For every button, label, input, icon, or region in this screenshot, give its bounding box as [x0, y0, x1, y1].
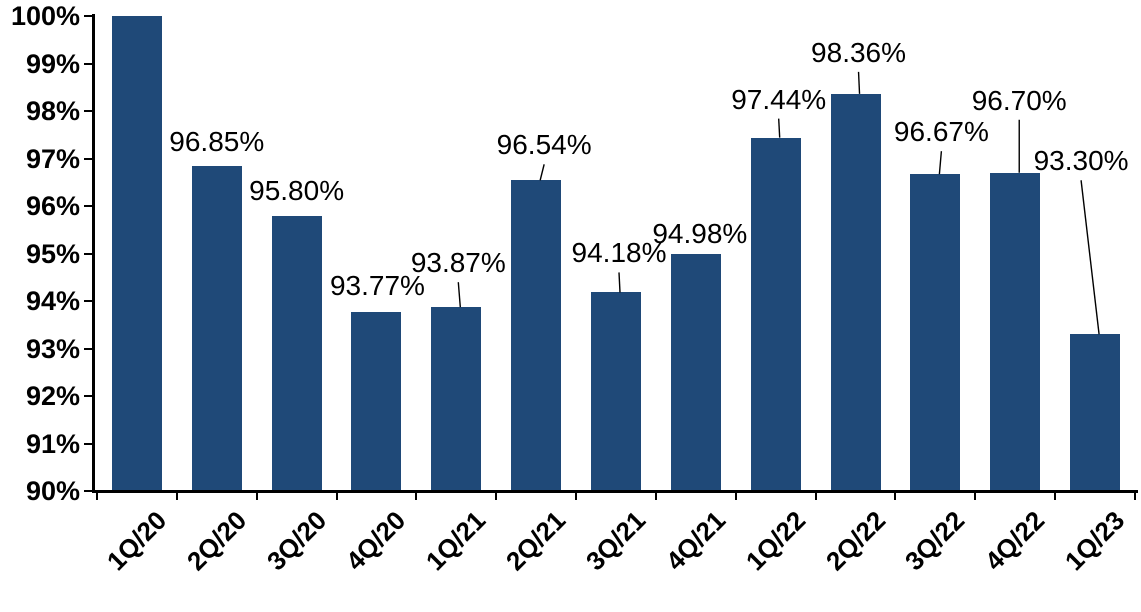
y-axis-tick — [84, 205, 93, 207]
y-axis-tick-label: 97% — [25, 143, 80, 174]
leader-line-2q-21 — [539, 164, 545, 181]
y-axis-tick — [84, 490, 93, 492]
bar-1q-20 — [111, 16, 162, 491]
y-axis-tick — [84, 347, 93, 350]
y-axis-tick-label: 92% — [25, 381, 80, 411]
x-axis-tick — [335, 490, 338, 500]
leader-line-2q-22 — [857, 71, 861, 94]
y-axis-tick-label: 94% — [25, 286, 80, 316]
y-axis-tick — [84, 442, 93, 445]
data-label-1q-23: 93.30% — [1033, 145, 1129, 177]
x-axis-tick — [96, 490, 98, 500]
bar-1q-22 — [750, 137, 801, 491]
data-label-4q-21: 94.98% — [652, 218, 748, 250]
x-axis-tick — [415, 490, 418, 500]
data-label-4q-20: 93.77% — [329, 269, 425, 301]
y-axis-tick — [84, 157, 93, 160]
data-label-3q-21: 94.18% — [571, 237, 667, 269]
data-label-2q-22: 98.36% — [811, 36, 907, 68]
x-axis-tick — [654, 490, 657, 500]
data-label-4q-22: 96.70% — [971, 84, 1067, 116]
leader-line-1q-22 — [777, 118, 781, 138]
y-axis-tick-label: 91% — [25, 428, 80, 459]
bar-2q-20 — [191, 165, 242, 491]
x-axis-tick — [734, 490, 737, 500]
x-axis-tick — [974, 490, 977, 500]
y-axis-tick — [84, 110, 93, 112]
data-label-2q-21: 96.54% — [496, 129, 592, 161]
y-axis-tick — [84, 15, 93, 17]
x-axis-tick — [175, 490, 178, 500]
bar-2q-21 — [511, 180, 562, 491]
y-axis-tick-label: 100% — [10, 1, 80, 31]
y-axis-tick-label: 95% — [25, 238, 80, 269]
x-axis-tick — [1054, 490, 1057, 500]
bar-4q-22 — [990, 172, 1041, 491]
bar-3q-22 — [910, 174, 961, 491]
bar-4q-21 — [670, 254, 721, 491]
y-axis-tick-label: 98% — [25, 96, 80, 126]
bar-1q-21 — [431, 307, 482, 491]
bar-4q-20 — [351, 311, 402, 491]
y-axis-tick — [84, 300, 93, 302]
x-axis-tick — [814, 490, 817, 500]
bar-1q-23 — [1070, 334, 1121, 491]
y-axis-tick — [84, 62, 93, 65]
leader-line-3q-21 — [618, 272, 621, 293]
leader-line-1q-21 — [457, 282, 462, 308]
y-axis-tick-label: 93% — [25, 333, 80, 364]
bar-2q-22 — [830, 93, 881, 491]
data-label-3q-20: 95.80% — [249, 174, 345, 206]
y-axis-tick — [84, 252, 93, 255]
data-label-2q-20: 96.85% — [169, 125, 265, 157]
x-axis-tick — [575, 490, 578, 500]
leader-line-3q-22 — [938, 151, 943, 175]
y-axis-tick — [84, 395, 93, 397]
leader-line-1q-23 — [1080, 180, 1100, 335]
x-axis-line — [92, 490, 1138, 493]
y-axis-line — [92, 14, 95, 493]
bar-3q-20 — [271, 215, 322, 491]
data-label-1q-21: 93.87% — [410, 247, 506, 279]
y-axis-tick-label: 90% — [25, 476, 80, 506]
x-axis-tick — [495, 490, 498, 500]
data-label-3q-22: 96.67% — [893, 116, 989, 148]
x-axis-tick — [894, 490, 897, 500]
y-axis-tick-label: 99% — [25, 48, 80, 79]
x-axis-tick — [255, 490, 258, 500]
data-label-1q-22: 97.44% — [731, 83, 827, 115]
x-axis-tick — [1134, 490, 1136, 500]
y-axis-tick-label: 96% — [25, 191, 80, 221]
bar-3q-21 — [591, 292, 641, 491]
